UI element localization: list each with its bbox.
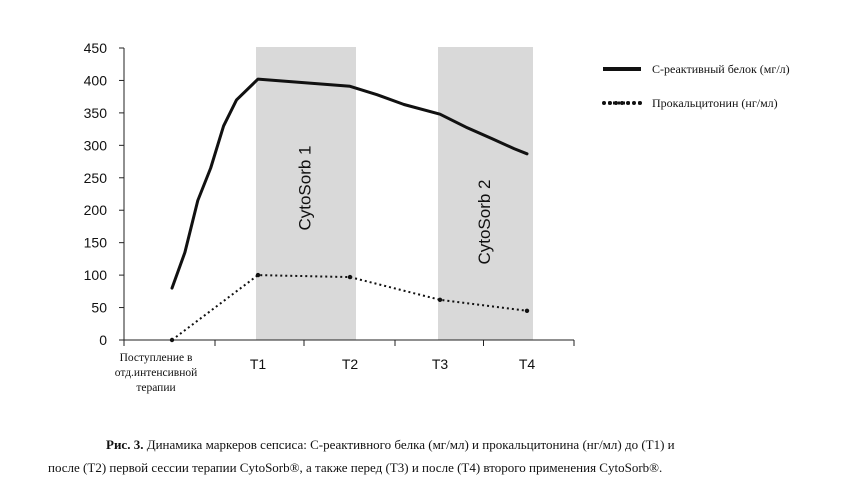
caption-text-line2: после (T2) первой сессии терапии CytoSor… [48,460,663,475]
series-point-pct [255,272,261,278]
therapy-band-label-2: CytoSorb 2 [475,179,494,264]
legend-label-1: С-реактивный белок (мг/л) [652,62,790,76]
caption-label: Рис. 3. [106,437,144,452]
therapy-band-2 [438,47,533,340]
legend-swatch-dot [638,101,642,105]
y-tick-label: 200 [84,202,108,218]
x-category-label: T3 [432,356,449,372]
y-tick-label: 50 [91,300,107,316]
series-line-crp [170,77,529,290]
y-tick-label: 100 [84,267,108,283]
series-point-pct [169,337,175,343]
therapy-band-label-1: CytoSorb 1 [295,145,314,230]
legend-swatch-dot [632,101,636,105]
legend-label-2: Прокальцитонин (нг/мл) [652,96,778,110]
figure-caption: Рис. 3. Динамика маркеров сепсиса: С-реа… [48,433,838,479]
series-point-pct [437,297,443,302]
x-category-label: T4 [519,356,536,372]
legend-swatch-dot [620,101,624,105]
series-point-pct [347,274,353,280]
legend-swatch-dot [626,101,630,105]
legend-swatch-dot [614,101,618,105]
caption-text-line1: Динамика маркеров сепсиса: С-реактивного… [143,437,675,452]
chart: CytoSorb 1 CytoSorb 2 0 50 100 150 200 250 300 35… [84,40,790,394]
y-tick-label: 0 [99,332,107,348]
y-tick-label: 150 [84,235,108,251]
legend-swatch-dot [608,101,612,105]
y-tick-label: 450 [84,40,108,56]
y-tick-label: 300 [84,137,108,153]
x-category-label: Поступление в отд.интенсивной терапии [115,352,198,394]
x-category-label-line: терапии [136,382,175,394]
y-tick-label: 350 [84,105,108,121]
series-line-pct [171,274,528,341]
series-point-pct [524,308,530,313]
legend-swatch-dot [602,101,606,105]
therapy-band-1 [256,47,356,340]
y-tick-label: 400 [84,72,108,88]
x-category-label-line: отд.интенсивной [115,367,198,379]
x-category-label: T1 [250,356,267,372]
y-tick-label: 250 [84,170,108,186]
x-category-label-line: Поступление в [120,352,193,364]
x-category-label: T2 [342,356,359,372]
